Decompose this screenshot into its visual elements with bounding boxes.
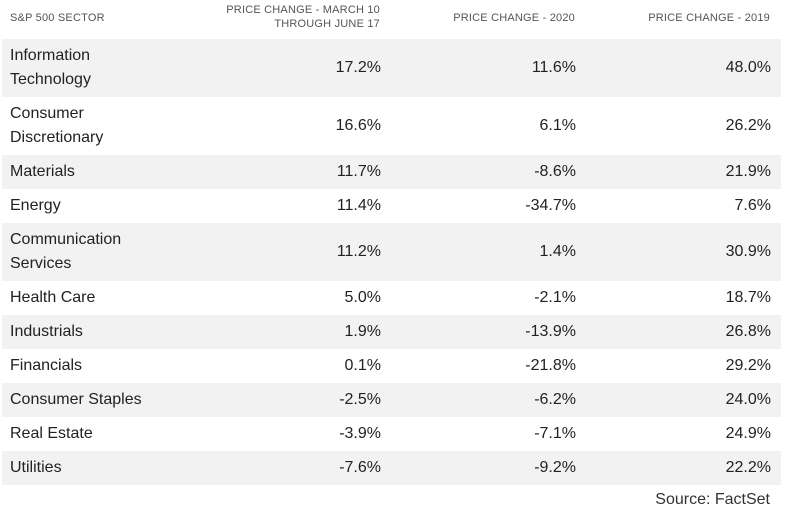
sector-name: Financials bbox=[10, 354, 180, 378]
table-row: Information Technology 17.2% 11.6% 48.0% bbox=[2, 39, 781, 97]
sector-name-line1: Health Care bbox=[10, 289, 96, 306]
sector-name: Health Care bbox=[10, 286, 180, 310]
value-2020: -6.2% bbox=[534, 391, 576, 408]
sector-name: Industrials bbox=[10, 320, 180, 344]
table-body: Information Technology 17.2% 11.6% 48.0% Cons… bbox=[2, 39, 781, 485]
sector-name: Materials bbox=[10, 160, 180, 184]
sector-name-line2: Discretionary bbox=[10, 129, 104, 146]
sector-name: Energy bbox=[10, 194, 180, 218]
table-row: Materials 11.7% -8.6% 21.9% bbox=[2, 155, 781, 189]
value-2020: -21.8% bbox=[525, 357, 576, 374]
value-2019: 7.6% bbox=[734, 197, 771, 214]
value-2019: 26.2% bbox=[725, 117, 771, 134]
value-2019: 26.8% bbox=[725, 323, 771, 340]
sector-name-line1: Real Estate bbox=[10, 425, 93, 442]
value-march-june: 16.6% bbox=[335, 117, 381, 134]
header-march-june-line1: PRICE CHANGE - MARCH 10 bbox=[226, 4, 380, 16]
header-2019: PRICE CHANGE - 2019 bbox=[648, 12, 770, 24]
sector-name: Information Technology bbox=[10, 44, 180, 92]
value-march-june: 0.1% bbox=[344, 357, 381, 374]
value-2019: 29.2% bbox=[725, 357, 771, 374]
value-2019: 24.0% bbox=[725, 391, 771, 408]
value-2020: 6.1% bbox=[539, 117, 576, 134]
value-2020: -34.7% bbox=[525, 197, 576, 214]
value-march-june: -3.9% bbox=[339, 425, 381, 442]
value-march-june: -2.5% bbox=[339, 391, 381, 408]
value-2019: 21.9% bbox=[725, 163, 771, 180]
table-row: Real Estate -3.9% -7.1% 24.9% bbox=[2, 417, 781, 451]
sector-name-line1: Financials bbox=[10, 357, 83, 374]
sector-name: Real Estate bbox=[10, 422, 180, 446]
header-sector: S&P 500 SECTOR bbox=[10, 12, 105, 24]
value-2019: 30.9% bbox=[725, 243, 771, 260]
value-2020: -2.1% bbox=[534, 289, 576, 306]
header-2020: PRICE CHANGE - 2020 bbox=[453, 12, 575, 24]
sector-name-line1: Communication bbox=[10, 231, 122, 248]
source-note: Source: FactSet bbox=[655, 491, 770, 508]
value-march-june: -7.6% bbox=[339, 459, 381, 476]
table-row: Consumer Staples -2.5% -6.2% 24.0% bbox=[2, 383, 781, 417]
value-march-june: 11.2% bbox=[336, 243, 381, 260]
sector-name-line1: Materials bbox=[10, 163, 75, 180]
value-march-june: 11.4% bbox=[336, 197, 381, 214]
sector-name-line1: Industrials bbox=[10, 323, 83, 340]
value-2019: 48.0% bbox=[725, 59, 771, 76]
value-2020: -13.9% bbox=[525, 323, 576, 340]
sector-name-line1: Utilities bbox=[10, 459, 62, 476]
sector-name-line2: Services bbox=[10, 255, 72, 272]
header-march-june-line2: THROUGH JUNE 17 bbox=[274, 18, 380, 30]
sector-name: Consumer Discretionary bbox=[10, 102, 180, 150]
table-row: Communication Services 11.2% 1.4% 30.9% bbox=[2, 223, 781, 281]
value-2020: 11.6% bbox=[531, 59, 576, 76]
table-header: S&P 500 SECTOR PRICE CHANGE - MARCH 10 T… bbox=[0, 0, 782, 38]
sector-name: Communication Services bbox=[10, 228, 180, 276]
value-march-june: 11.7% bbox=[336, 163, 381, 180]
sector-name: Consumer Staples bbox=[10, 388, 180, 412]
table-row: Financials 0.1% -21.8% 29.2% bbox=[2, 349, 781, 383]
sector-name-line1: Consumer bbox=[10, 105, 84, 122]
value-2019: 24.9% bbox=[725, 425, 771, 442]
sector-name-line2: Technology bbox=[10, 71, 91, 88]
value-2019: 22.2% bbox=[725, 459, 771, 476]
table-row: Consumer Discretionary 16.6% 6.1% 26.2% bbox=[2, 97, 781, 155]
value-2020: -8.6% bbox=[534, 163, 576, 180]
table-row: Utilities -7.6% -9.2% 22.2% bbox=[2, 451, 781, 485]
sector-name-line1: Information bbox=[10, 47, 91, 64]
value-2020: 1.4% bbox=[539, 243, 576, 260]
sector-name-line1: Consumer Staples bbox=[10, 391, 142, 408]
value-march-june: 5.0% bbox=[344, 289, 381, 306]
table-row: Industrials 1.9% -13.9% 26.8% bbox=[2, 315, 781, 349]
value-march-june: 1.9% bbox=[344, 323, 381, 340]
value-march-june: 17.2% bbox=[335, 59, 381, 76]
sector-name-line1: Energy bbox=[10, 197, 61, 214]
value-2019: 18.7% bbox=[725, 289, 771, 306]
value-2020: -9.2% bbox=[534, 459, 576, 476]
table-row: Energy 11.4% -34.7% 7.6% bbox=[2, 189, 781, 223]
table-row: Health Care 5.0% -2.1% 18.7% bbox=[2, 281, 781, 315]
value-2020: -7.1% bbox=[534, 425, 576, 442]
header-march-june: PRICE CHANGE - MARCH 10 THROUGH JUNE 17 bbox=[180, 3, 380, 31]
sector-name: Utilities bbox=[10, 456, 180, 480]
